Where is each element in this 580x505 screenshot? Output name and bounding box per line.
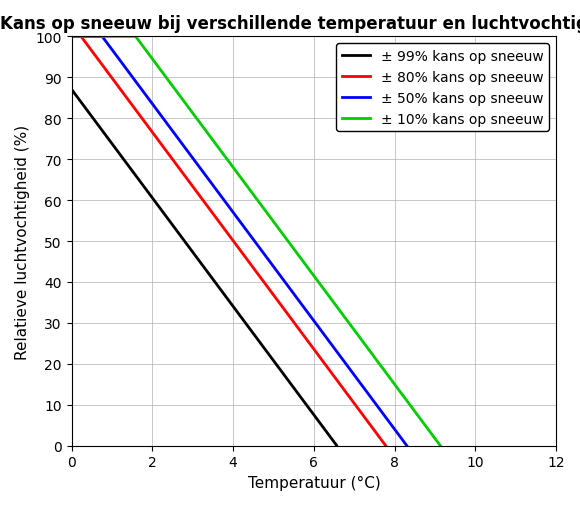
- ± 80% kans op sneeuw: [125, 97, 132, 103]
- ± 50% kans op sneeuw: [80, 34, 87, 40]
- ± 50% kans op sneeuw: [68, 34, 75, 40]
- ± 10% kans op sneeuw: [377, 363, 384, 369]
- ± 80% kans op sneeuw: [226, 233, 233, 239]
- ± 99% kans op sneeuw: [106, 137, 113, 143]
- ± 50% kans op sneeuw: [133, 80, 140, 86]
- ± 99% kans op sneeuw: [224, 296, 231, 302]
- Line: ± 99% kans op sneeuw: ± 99% kans op sneeuw: [72, 90, 336, 445]
- ± 10% kans op sneeuw: [68, 34, 75, 40]
- Line: ± 50% kans op sneeuw: ± 50% kans op sneeuw: [72, 37, 407, 446]
- ± 50% kans op sneeuw: [343, 362, 350, 368]
- Y-axis label: Relatieve luchtvochtigheid (%): Relatieve luchtvochtigheid (%): [15, 124, 30, 359]
- ± 99% kans op sneeuw: [202, 266, 209, 272]
- X-axis label: Temperatuur (°C): Temperatuur (°C): [248, 475, 380, 490]
- ± 50% kans op sneeuw: [403, 443, 410, 449]
- ± 80% kans op sneeuw: [183, 176, 190, 182]
- ± 50% kans op sneeuw: [389, 424, 396, 430]
- ± 10% kans op sneeuw: [178, 96, 185, 102]
- Line: ± 10% kans op sneeuw: ± 10% kans op sneeuw: [72, 37, 440, 446]
- ± 10% kans op sneeuw: [404, 398, 411, 405]
- ± 80% kans op sneeuw: [157, 141, 164, 147]
- ± 99% kans op sneeuw: [68, 87, 75, 93]
- Legend: ± 99% kans op sneeuw, ± 80% kans op sneeuw, ± 50% kans op sneeuw, ± 10% kans op : ± 99% kans op sneeuw, ± 80% kans op snee…: [336, 44, 549, 132]
- ± 10% kans op sneeuw: [374, 358, 380, 364]
- ± 99% kans op sneeuw: [169, 223, 176, 229]
- ± 99% kans op sneeuw: [333, 442, 340, 448]
- Line: ± 80% kans op sneeuw: ± 80% kans op sneeuw: [72, 37, 386, 445]
- Title: Kans op sneeuw bij verschillende temperatuur en luchtvochtigheid: Kans op sneeuw bij verschillende tempera…: [0, 15, 580, 33]
- ± 10% kans op sneeuw: [196, 120, 203, 126]
- ± 99% kans op sneeuw: [91, 118, 98, 124]
- ± 10% kans op sneeuw: [180, 98, 187, 105]
- ± 10% kans op sneeuw: [437, 443, 444, 449]
- ± 80% kans op sneeuw: [340, 386, 347, 392]
- ± 50% kans op sneeuw: [295, 297, 302, 303]
- ± 80% kans op sneeuw: [352, 402, 359, 408]
- ± 99% kans op sneeuw: [311, 413, 318, 419]
- ± 50% kans op sneeuw: [318, 329, 325, 335]
- ± 80% kans op sneeuw: [68, 34, 75, 40]
- ± 80% kans op sneeuw: [382, 442, 389, 448]
